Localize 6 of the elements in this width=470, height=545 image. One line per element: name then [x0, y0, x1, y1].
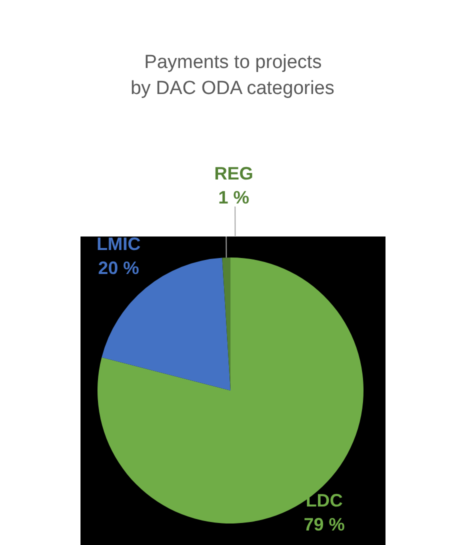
data-label: 20 % — [98, 258, 140, 278]
slice-label: REG — [214, 163, 254, 184]
slice-label: LMIC — [96, 234, 141, 254]
data-label: 1 % — [218, 187, 250, 208]
data-label: 79 % — [304, 514, 345, 534]
chart-title: Payments to projects by DAC ODA categories — [130, 52, 334, 99]
